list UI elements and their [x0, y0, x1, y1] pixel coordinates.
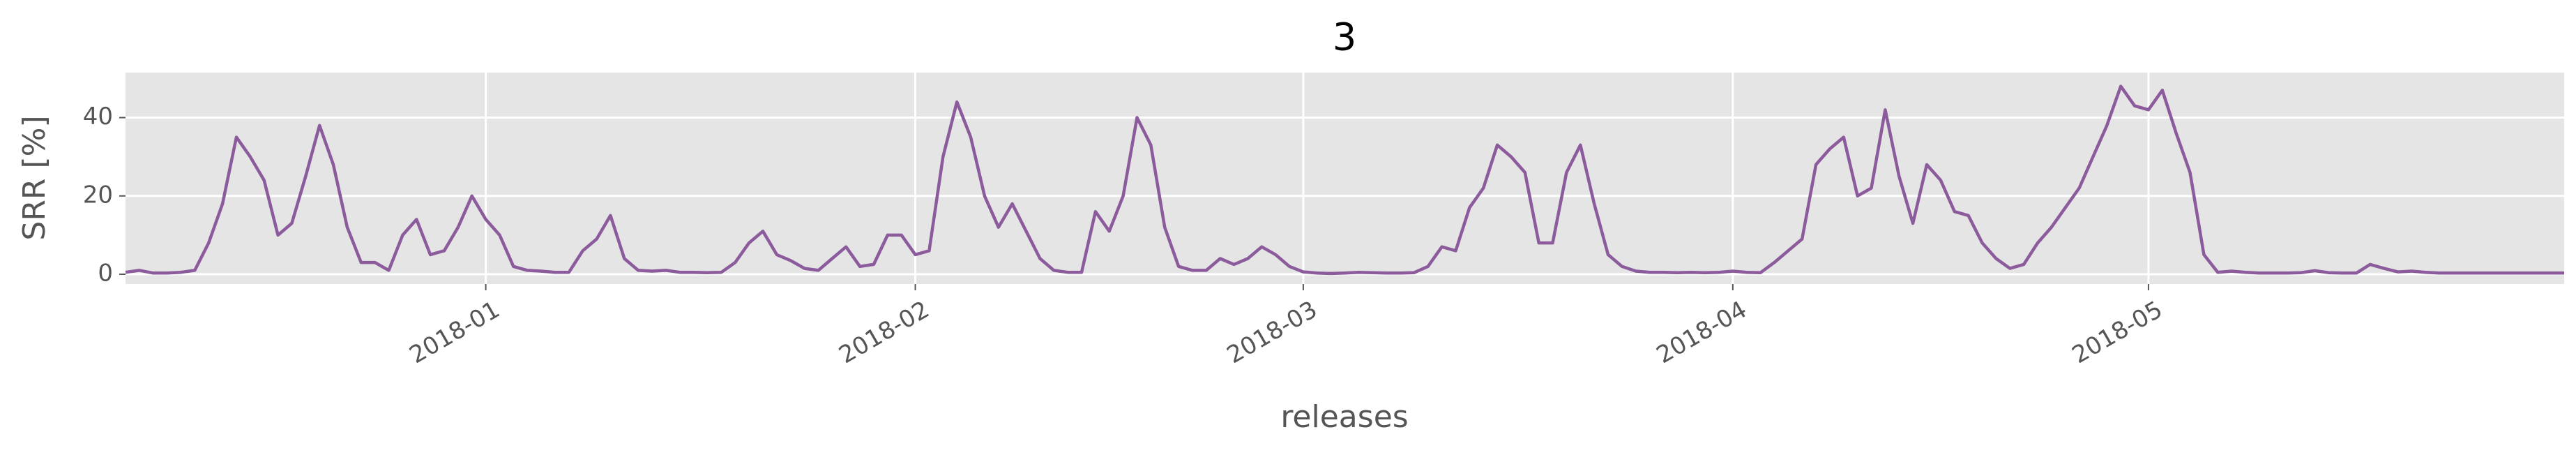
x-tick-label: 2018-01: [404, 296, 504, 370]
y-tick-label: 20: [83, 181, 113, 209]
y-tick-label: 0: [98, 259, 113, 287]
y-tick-label: 40: [83, 103, 113, 130]
plot-area: [126, 73, 2564, 284]
x-tick-label: 2018-04: [1652, 296, 1752, 370]
chart-title: 3: [1333, 15, 1356, 59]
x-axis-label: releases: [1280, 399, 1408, 435]
x-tick-label: 2018-05: [2068, 296, 2167, 370]
x-tick-label: 2018-03: [1222, 296, 1322, 370]
x-tick-label: 2018-02: [834, 296, 934, 370]
y-axis-label: SRR [%]: [17, 115, 52, 240]
data-line: [125, 84, 2564, 276]
